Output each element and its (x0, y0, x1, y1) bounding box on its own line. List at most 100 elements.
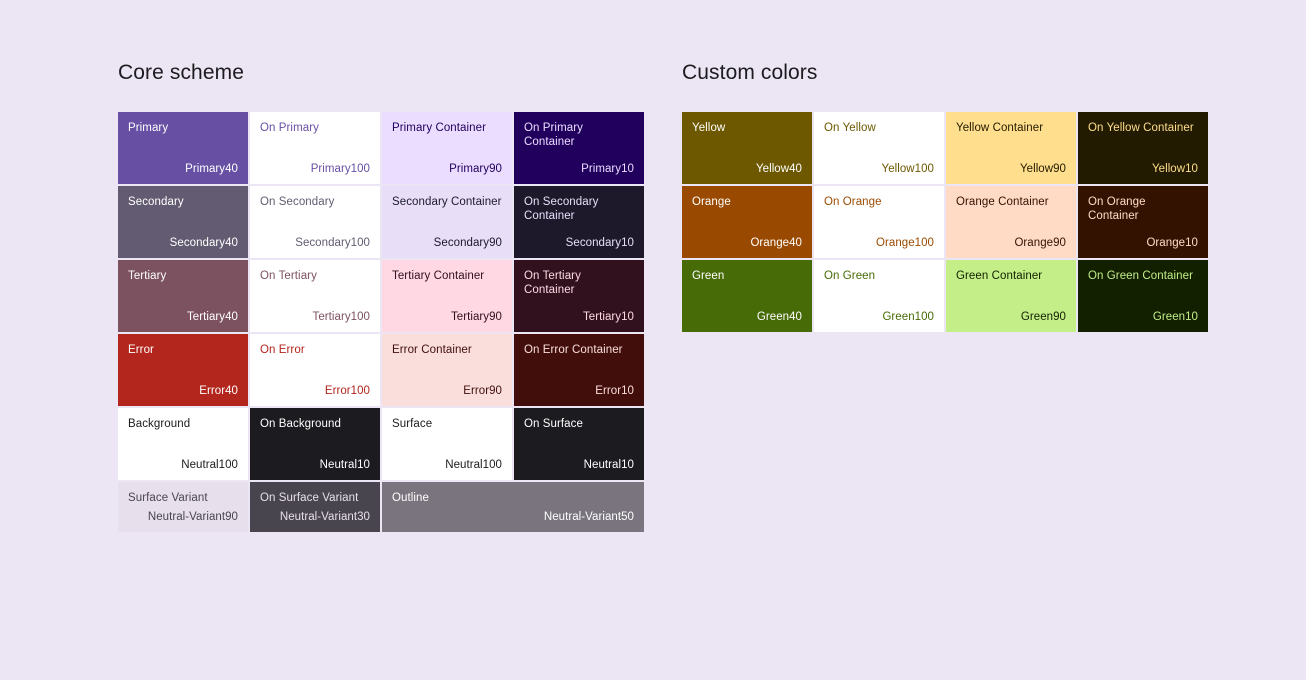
color-swatch[interactable]: On Orange Orange100 (814, 186, 944, 258)
swatch-role-label: On Yellow (824, 122, 876, 134)
color-swatch[interactable]: On Green Container Green10 (1078, 260, 1208, 332)
color-swatch[interactable]: Orange Container Orange90 (946, 186, 1076, 258)
color-swatch[interactable]: Error Error40 (118, 334, 248, 406)
color-swatch[interactable]: On Secondary Secondary100 (250, 186, 380, 258)
swatch-role-label: Orange Container (956, 196, 1049, 208)
color-swatch[interactable]: On Background Neutral10 (250, 408, 380, 480)
swatch-role-label: On Error (260, 344, 305, 356)
section-core-scheme: Core scheme Primary Primary40 On Primary Pr… (118, 60, 644, 532)
swatch-token-label: Green10 (1152, 311, 1198, 323)
swatch-role-label: On Surface (524, 418, 583, 430)
swatch-token-label: Error40 (199, 385, 238, 397)
swatch-token-label: Yellow10 (1151, 163, 1198, 175)
swatch-role-label: On Orange (824, 196, 882, 208)
swatch-token-label: Tertiary10 (583, 311, 634, 323)
swatch-role-label: Secondary Container (392, 196, 502, 208)
swatch-role-label: On Background (260, 418, 341, 430)
color-swatch[interactable]: Error Container Error90 (382, 334, 512, 406)
swatch-token-label: Neutral10 (319, 459, 370, 471)
swatch-role-label: Primary (128, 122, 169, 134)
section-title-custom-colors: Custom colors (682, 61, 818, 84)
swatch-grid-custom-colors: Yellow Yellow40 On Yellow Yellow100 Yellow C… (682, 112, 1208, 332)
swatch-role-label: Secondary (128, 196, 184, 208)
color-swatch[interactable]: Yellow Container Yellow90 (946, 112, 1076, 184)
color-swatch[interactable]: Primary Primary40 (118, 112, 248, 184)
swatch-token-label: Primary40 (185, 163, 238, 175)
swatch-token-label: Neutral-Variant90 (147, 511, 238, 523)
swatch-grid-core-scheme: Primary Primary40 On Primary Primary100 Prim… (118, 112, 644, 532)
color-swatch[interactable]: Tertiary Container Tertiary90 (382, 260, 512, 332)
color-swatch[interactable]: Orange Orange40 (682, 186, 812, 258)
color-swatch[interactable]: Surface Neutral100 (382, 408, 512, 480)
swatch-token-label: Neutral100 (181, 459, 238, 471)
swatch-role-label: Primary Container (392, 122, 487, 134)
color-swatch[interactable]: On Tertiary Tertiary100 (250, 260, 380, 332)
swatch-role-label: Surface (392, 418, 433, 430)
color-swatch[interactable]: On Tertiary Container Tertiary10 (514, 260, 644, 332)
swatch-token-label: Yellow100 (881, 163, 934, 175)
swatch-role-label: On Primary Container (524, 122, 583, 148)
color-swatch[interactable]: On Green Green100 (814, 260, 944, 332)
swatch-role-label: Background (128, 418, 191, 430)
swatch-token-label: Neutral100 (445, 459, 502, 471)
color-swatch[interactable]: Tertiary Tertiary40 (118, 260, 248, 332)
swatch-row: Primary Primary40 On Primary Primary100 Prim… (118, 112, 644, 184)
swatch-token-label: Primary90 (449, 163, 502, 175)
swatch-role-label: Tertiary Container (392, 270, 485, 282)
swatch-token-label: Error10 (595, 385, 634, 397)
color-swatch[interactable]: On Primary Primary100 (250, 112, 380, 184)
swatch-token-label: Tertiary40 (187, 311, 238, 323)
color-swatch[interactable]: Green Container Green90 (946, 260, 1076, 332)
color-swatch[interactable]: On Orange Container Orange10 (1078, 186, 1208, 258)
swatch-token-label: Yellow90 (1019, 163, 1066, 175)
swatch-role-label: On Secondary (260, 196, 335, 208)
swatch-role-label: Green Container (956, 270, 1043, 282)
swatch-token-label: Primary100 (310, 163, 370, 175)
swatch-token-label: Green90 (1020, 311, 1066, 323)
swatch-token-label: Secondary10 (565, 237, 634, 249)
color-swatch[interactable]: On Yellow Yellow100 (814, 112, 944, 184)
swatch-role-label: On Orange Container (1088, 196, 1146, 222)
color-swatch[interactable]: On Primary Container Primary10 (514, 112, 644, 184)
color-swatch[interactable]: On Secondary Container Secondary10 (514, 186, 644, 258)
swatch-role-label: Outline (392, 492, 429, 504)
swatch-token-label: Orange100 (876, 237, 934, 249)
swatch-role-label: On Surface Variant (260, 492, 359, 504)
color-swatch[interactable]: Surface Variant Neutral-Variant90 (118, 482, 248, 532)
color-swatch[interactable]: Green Green40 (682, 260, 812, 332)
section-custom-colors: Custom colors Yellow Yellow40 On Yellow Yel… (682, 60, 1208, 332)
swatch-role-label: Yellow (692, 122, 726, 134)
swatch-role-label: On Green (824, 270, 876, 282)
swatch-token-label: Tertiary100 (312, 311, 370, 323)
swatch-role-label: On Error Container (524, 344, 623, 356)
swatch-row: Error Error40 On Error Error100 Error Contai… (118, 334, 644, 406)
swatch-token-label: Green40 (756, 311, 802, 323)
swatch-row: Surface Variant Neutral-Variant90 On Surfa… (118, 482, 644, 532)
color-swatch[interactable]: On Surface Neutral10 (514, 408, 644, 480)
swatch-role-label: Error Container (392, 344, 472, 356)
swatch-token-label: Primary10 (581, 163, 634, 175)
color-swatch[interactable]: Outline Neutral-Variant50 (382, 482, 644, 532)
swatch-row: Background Neutral100 On Background Neutral… (118, 408, 644, 480)
swatch-row: Green Green40 On Green Green100 Green Contai… (682, 260, 1208, 332)
color-swatch[interactable]: Background Neutral100 (118, 408, 248, 480)
swatch-role-label: Green (692, 270, 725, 282)
swatch-token-label: Tertiary90 (451, 311, 502, 323)
swatch-role-label: On Secondary Container (524, 196, 599, 222)
color-swatch[interactable]: On Error Container Error10 (514, 334, 644, 406)
swatch-role-label: Error (128, 344, 154, 356)
swatch-token-label: Neutral10 (583, 459, 634, 471)
color-swatch[interactable]: On Yellow Container Yellow10 (1078, 112, 1208, 184)
color-swatch[interactable]: On Surface Variant Neutral-Variant30 (250, 482, 380, 532)
swatch-token-label: Orange90 (1014, 237, 1066, 249)
swatch-token-label: Yellow40 (755, 163, 802, 175)
section-title-core-scheme: Core scheme (118, 61, 244, 84)
color-swatch[interactable]: Secondary Secondary40 (118, 186, 248, 258)
color-swatch[interactable]: Secondary Container Secondary90 (382, 186, 512, 258)
swatch-role-label: On Yellow Container (1088, 122, 1194, 134)
swatch-row: Tertiary Tertiary40 On Tertiary Tertiary100… (118, 260, 644, 332)
color-swatch[interactable]: Yellow Yellow40 (682, 112, 812, 184)
color-swatch[interactable]: Primary Container Primary90 (382, 112, 512, 184)
color-swatch[interactable]: On Error Error100 (250, 334, 380, 406)
